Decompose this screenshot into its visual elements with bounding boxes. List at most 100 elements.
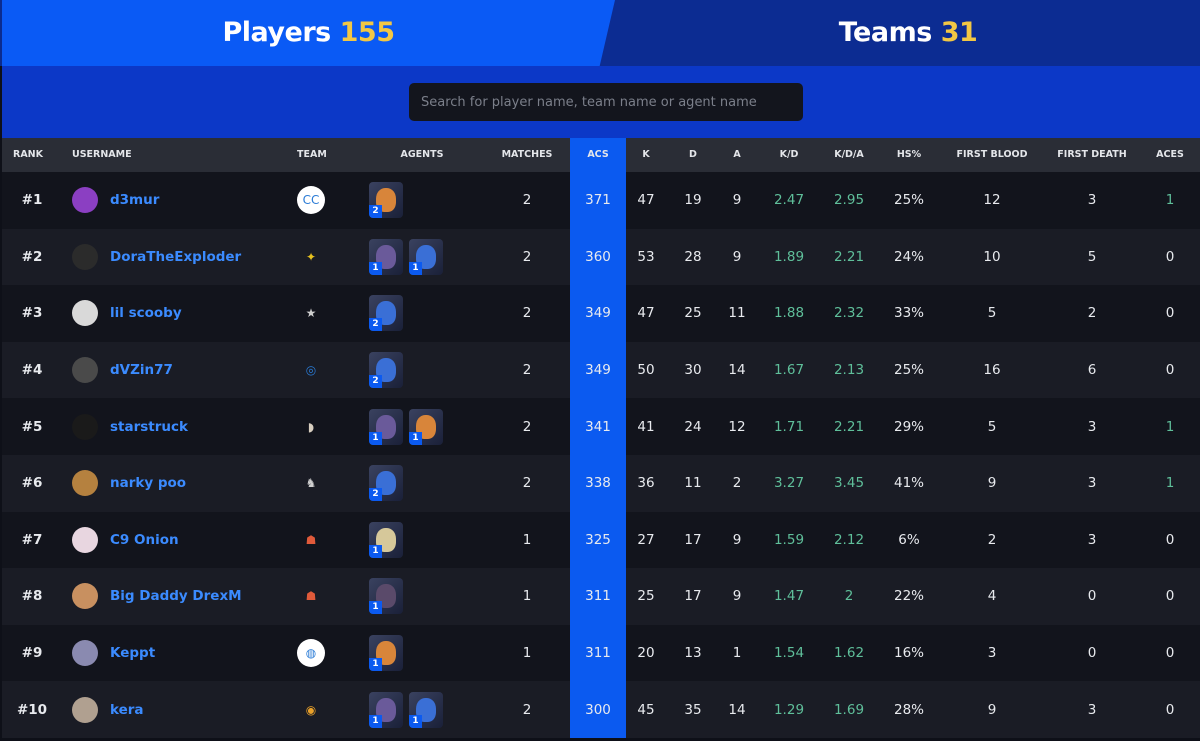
a-cell: 14: [728, 362, 746, 379]
tab-teams-label: Teams 31: [598, 0, 1200, 66]
hs-cell: 25%: [893, 362, 924, 379]
agent-jett-icon[interactable]: 1: [409, 238, 443, 275]
matches-cell: 2: [522, 701, 532, 718]
mascot-logo[interactable]: ☗: [297, 526, 325, 554]
agent-raze-icon[interactable]: 1: [409, 408, 443, 445]
username-link[interactable]: lil scooby: [110, 305, 182, 322]
team-cell[interactable]: ☗: [297, 512, 337, 569]
ring-logo[interactable]: ◎: [297, 356, 325, 384]
col-a[interactable]: A: [733, 149, 741, 160]
col-aces[interactable]: ACES: [1156, 149, 1184, 160]
player-link[interactable]: narky poo: [72, 455, 282, 512]
first-death-cell: 2: [1087, 305, 1097, 322]
team-cell[interactable]: ◎: [297, 342, 337, 399]
player-link[interactable]: lil scooby: [72, 285, 282, 342]
team-cell[interactable]: ★: [297, 285, 337, 342]
col-hs[interactable]: HS%: [896, 149, 922, 160]
team-cell[interactable]: ♞: [297, 455, 337, 512]
avatar: [72, 413, 98, 440]
agent-raze-icon[interactable]: 2: [369, 182, 403, 219]
agent-fade-icon[interactable]: 1: [369, 578, 403, 615]
mascot-logo[interactable]: ☗: [297, 582, 325, 610]
aces-cell: 0: [1165, 305, 1175, 322]
squad-logo[interactable]: ◍: [297, 639, 325, 668]
col-username[interactable]: USERNAME: [72, 149, 132, 160]
player-link[interactable]: Keppt: [72, 625, 282, 682]
a-cell: 11: [728, 305, 746, 322]
d-cell: 17: [684, 531, 702, 548]
first-death-cell: 5: [1087, 248, 1097, 265]
col-agents[interactable]: AGENTS: [400, 149, 444, 160]
table-row: #9 Keppt ◍ 1 1 311 20 13 1 1.54 1.62 16% 3 0 0: [2, 624, 1200, 682]
username-link[interactable]: Big Daddy DrexM: [110, 588, 242, 605]
col-kd[interactable]: K/D: [779, 149, 799, 160]
tab-teams[interactable]: Teams 31: [598, 0, 1200, 66]
hs-cell: 29%: [893, 418, 924, 435]
username-link[interactable]: dVZin77: [110, 362, 173, 379]
username-link[interactable]: kera: [110, 701, 144, 718]
player-link[interactable]: C9 Onion: [72, 512, 282, 569]
agent-count-badge: 1: [369, 714, 382, 728]
ghost-logo[interactable]: ◗: [297, 413, 325, 441]
search-input[interactable]: [409, 83, 803, 121]
agent-jett-icon[interactable]: 1: [409, 691, 443, 728]
agent-chamber-icon[interactable]: 1: [369, 521, 403, 558]
hs-cell: 41%: [893, 475, 924, 492]
team-cell[interactable]: ◍: [297, 625, 337, 682]
col-rank[interactable]: RANK: [13, 149, 43, 160]
knight-logo[interactable]: ♞: [297, 469, 325, 497]
col-kda[interactable]: K/D/A: [834, 149, 864, 160]
kd-cell: 1.29: [773, 701, 805, 718]
kd-cell: 3.27: [773, 475, 805, 492]
hs-cell: 28%: [893, 701, 924, 718]
d-cell: 17: [684, 588, 702, 605]
first-death-cell: 3: [1087, 418, 1097, 435]
star-logo[interactable]: ★: [297, 299, 325, 327]
col-team[interactable]: TEAM: [297, 149, 327, 160]
player-link[interactable]: kera: [72, 681, 282, 738]
tab-players[interactable]: Players 155: [2, 0, 615, 66]
agent-jett-icon[interactable]: 2: [369, 295, 403, 332]
first-blood-cell: 12: [983, 192, 1001, 209]
eye-logo[interactable]: ◉: [297, 696, 325, 724]
circle-cc-logo[interactable]: CC: [297, 186, 325, 215]
agent-reyna-icon[interactable]: 1: [369, 238, 403, 275]
agent-reyna-icon[interactable]: 1: [369, 691, 403, 728]
agent-reyna-icon[interactable]: 1: [369, 408, 403, 445]
yellow-m-logo[interactable]: ✦: [297, 243, 325, 271]
table-row: #3 lil scooby ★ 2 2 349 47 25 11 1.88 2.32 33% 5 2 0: [2, 285, 1200, 342]
avatar: [72, 357, 98, 384]
team-cell[interactable]: ✦: [297, 229, 337, 286]
col-acs[interactable]: ACS: [587, 149, 609, 160]
team-cell[interactable]: ☗: [297, 568, 337, 625]
agent-raze-icon[interactable]: 1: [369, 635, 403, 672]
username-link[interactable]: DoraTheExploder: [110, 248, 242, 265]
username-link[interactable]: narky poo: [110, 475, 187, 492]
agent-count-badge: 2: [369, 488, 382, 502]
username-link[interactable]: C9 Onion: [110, 531, 179, 548]
agent-jett-icon[interactable]: 2: [369, 352, 403, 389]
col-matches[interactable]: MATCHES: [501, 149, 553, 160]
player-link[interactable]: dVZin77: [72, 342, 282, 399]
player-link[interactable]: starstruck: [72, 398, 282, 455]
username-link[interactable]: d3mur: [110, 192, 160, 209]
player-link[interactable]: Big Daddy DrexM: [72, 568, 282, 625]
team-cell[interactable]: ◉: [297, 681, 337, 738]
username-link[interactable]: Keppt: [110, 645, 156, 662]
col-first-death[interactable]: FIRST DEATH: [1057, 149, 1127, 160]
col-first-blood[interactable]: FIRST BLOOD: [956, 149, 1028, 160]
team-cell[interactable]: CC: [297, 172, 337, 229]
a-cell: 9: [732, 588, 742, 605]
username-link[interactable]: starstruck: [110, 418, 188, 435]
team-cell[interactable]: ◗: [297, 398, 337, 455]
team-logo-glyph: ☗: [305, 589, 317, 604]
hs-cell: 6%: [898, 531, 920, 548]
col-d[interactable]: D: [689, 149, 697, 160]
aces-cell: 1: [1165, 475, 1175, 492]
player-link[interactable]: DoraTheExploder: [72, 229, 282, 286]
player-link[interactable]: d3mur: [72, 172, 282, 229]
col-k[interactable]: K: [642, 149, 650, 160]
agent-jett-icon[interactable]: 2: [369, 465, 403, 502]
